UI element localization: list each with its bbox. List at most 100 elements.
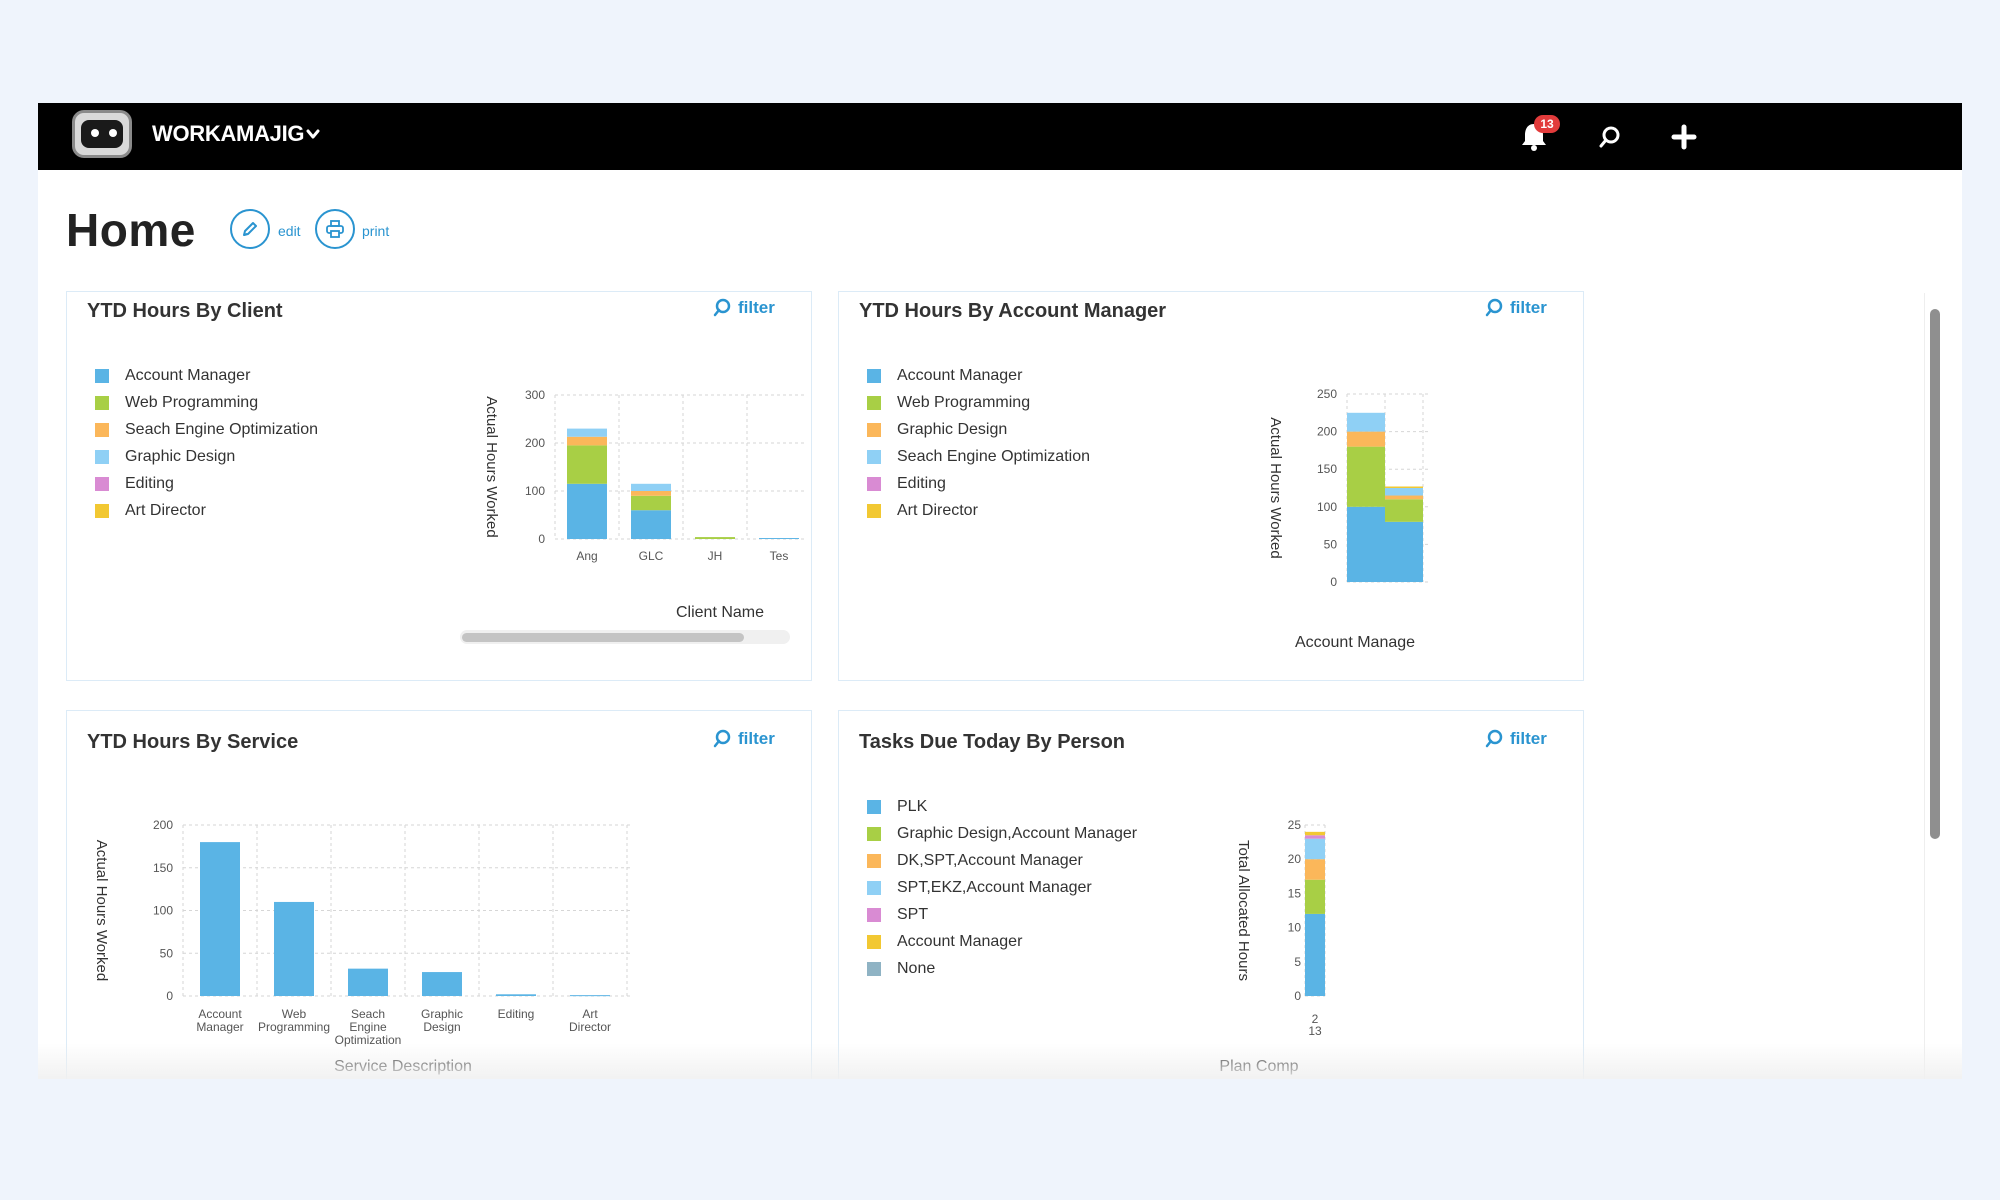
scrollbar-thumb[interactable] (462, 633, 744, 642)
y-tick-label: 0 (1294, 989, 1301, 1003)
app-window: WORKAMAJIG 13 Home edit prin (38, 103, 1962, 1079)
search-icon (713, 298, 731, 317)
bar (570, 995, 610, 997)
bar-segment (567, 428, 607, 437)
legend-swatch (867, 422, 881, 437)
y-tick-label: 200 (525, 436, 545, 450)
filter-label: filter (738, 298, 775, 317)
print-button[interactable] (315, 209, 355, 249)
bar-segment (631, 495, 671, 511)
x-tick-label: 2 (1312, 1012, 1319, 1026)
filter-button[interactable]: filter (712, 298, 775, 318)
legend-item[interactable]: PLK (867, 793, 1137, 820)
legend-swatch (867, 934, 881, 949)
legend-item[interactable]: SPT (867, 901, 1137, 928)
legend-label: Graphic Design (125, 447, 236, 465)
legend-swatch (95, 476, 109, 491)
x-tick-label: 13 (1308, 1024, 1322, 1038)
y-tick-label: 15 (1288, 886, 1302, 900)
x-tick-label: Tes (770, 549, 789, 563)
legend-item[interactable]: Seach Engine Optimization (867, 443, 1090, 470)
legend-item[interactable]: SPT,EKZ,Account Manager (867, 874, 1137, 901)
legend-label: Art Director (897, 501, 978, 519)
legend-item[interactable]: Web Programming (95, 389, 318, 416)
bar-segment (1347, 506, 1385, 582)
x-tick-label: Engine (349, 1020, 387, 1034)
legend-item[interactable]: None (867, 955, 1137, 982)
edit-label[interactable]: edit (278, 223, 301, 239)
legend-swatch (867, 799, 881, 814)
filter-button[interactable]: filter (1484, 298, 1547, 318)
plus-icon[interactable] (1670, 123, 1698, 151)
page-vertical-scrollbar[interactable] (1924, 293, 1946, 1079)
legend-swatch (867, 880, 881, 895)
x-tick-label: Seach (351, 1007, 385, 1021)
y-tick-label: 300 (525, 388, 545, 402)
y-tick-label: 200 (153, 818, 173, 832)
chart-ytd-hours-by-client: 0 100 200 300 Ang GLC JH Tes Actual Hours Worked… (483, 388, 805, 621)
chart-legend: PLK Graphic Design,Account Manager DK,SPT,… (867, 793, 1137, 982)
x-tick-label: Graphic (421, 1007, 463, 1021)
legend-item[interactable]: Account Manager (95, 362, 318, 389)
chevron-down-icon[interactable] (306, 127, 320, 141)
legend-item[interactable]: Seach Engine Optimization (95, 416, 318, 443)
y-tick-label: 50 (1324, 537, 1338, 551)
legend-item[interactable]: Editing (95, 470, 318, 497)
legend-item[interactable]: Account Manager (867, 928, 1137, 955)
legend-swatch (867, 853, 881, 868)
bar-segment (1347, 412, 1385, 432)
legend-item[interactable]: Art Director (867, 497, 1090, 524)
legend-item[interactable]: Account Manager (867, 362, 1090, 389)
filter-button[interactable]: filter (712, 729, 775, 749)
legend-label: PLK (897, 797, 928, 815)
legend-item[interactable]: Web Programming (867, 389, 1090, 416)
legend-item[interactable]: Art Director (95, 497, 318, 524)
panel-title: YTD Hours By Service (87, 731, 299, 753)
panel-title: YTD Hours By Client (87, 300, 283, 322)
y-tick-label: 200 (1317, 425, 1337, 439)
legend-swatch (95, 503, 109, 518)
search-icon[interactable] (1596, 123, 1624, 151)
y-tick-label: 100 (525, 484, 545, 498)
x-tick-label: Account (198, 1007, 242, 1021)
x-tick-label: Design (423, 1020, 460, 1034)
panel-ytd-hours-by-service: YTD Hours By Service filter 0 50 100 150 200… (66, 710, 812, 1079)
bar-segment (1347, 431, 1385, 447)
y-tick-label: 50 (160, 946, 174, 960)
bar-segment (1305, 859, 1325, 880)
workamajig-logo-icon[interactable] (72, 110, 132, 158)
print-label[interactable]: print (362, 223, 390, 239)
x-tick-label: GLC (639, 549, 664, 563)
bar (274, 901, 314, 996)
bar (422, 972, 462, 996)
filter-button[interactable]: filter (1484, 729, 1547, 749)
legend-label: Editing (125, 474, 174, 492)
legend-item[interactable]: Graphic Design (867, 416, 1090, 443)
filter-label: filter (1510, 729, 1547, 748)
brand-name[interactable]: WORKAMAJIG (152, 121, 305, 146)
bar-segment (1385, 495, 1423, 500)
scrollbar-thumb[interactable] (1930, 309, 1940, 839)
x-tick-label: Director (569, 1020, 611, 1034)
legend-label: Web Programming (125, 393, 259, 411)
y-tick-label: 100 (153, 904, 173, 918)
notifications-badge[interactable]: 13 (1534, 115, 1560, 133)
bar (348, 968, 388, 996)
x-tick-label: Ang (576, 549, 597, 563)
legend-item[interactable]: Editing (867, 470, 1090, 497)
printer-icon (326, 220, 344, 238)
panel-ytd-hours-by-account-manager: YTD Hours By Account Manager filter Acco… (838, 291, 1584, 681)
y-axis-label: Actual Hours Worked (93, 840, 110, 981)
legend-label: Graphic Design,Account Manager (897, 824, 1138, 842)
logo-eye-right (109, 129, 117, 137)
x-tick-label: JH (708, 549, 723, 563)
edit-button[interactable] (230, 209, 270, 249)
chart-horizontal-scrollbar[interactable] (460, 630, 790, 644)
legend-item[interactable]: Graphic Design (95, 443, 318, 470)
legend-item[interactable]: Graphic Design,Account Manager (867, 820, 1137, 847)
top-navigation-bar: WORKAMAJIG 13 (38, 103, 1962, 170)
bar-segment (1305, 835, 1325, 839)
legend-item[interactable]: DK,SPT,Account Manager (867, 847, 1137, 874)
filter-label: filter (738, 729, 775, 748)
